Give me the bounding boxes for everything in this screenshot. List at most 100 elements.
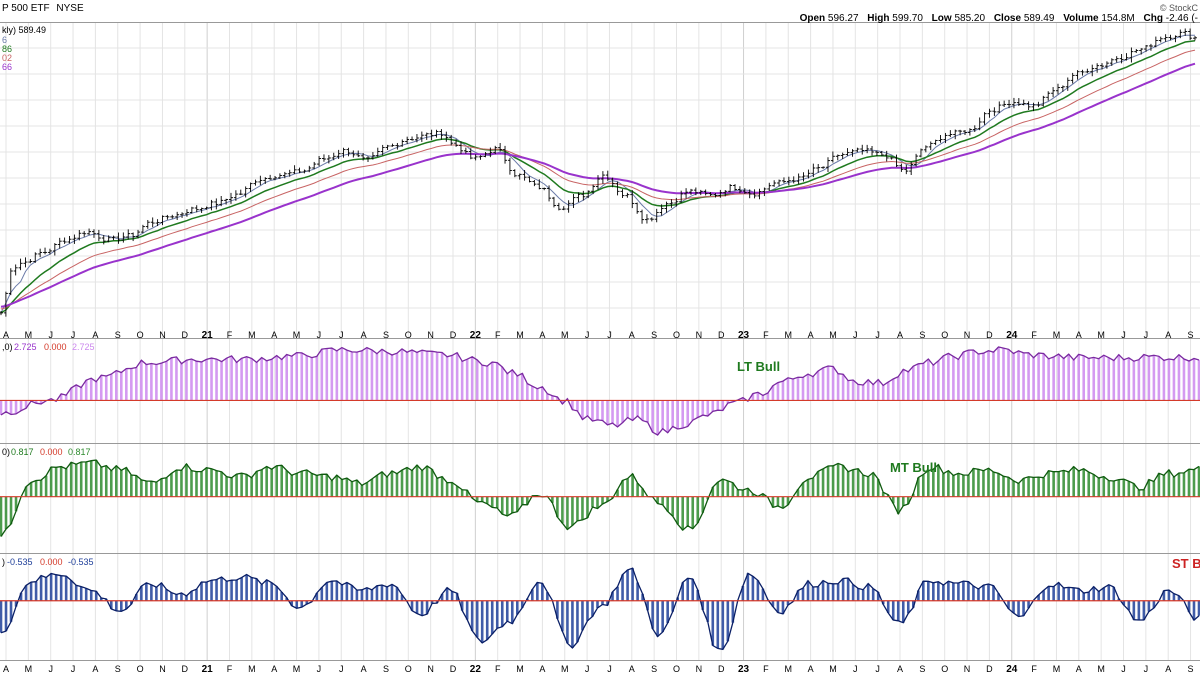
month-tick-label: A — [1076, 330, 1082, 340]
price-bar — [131, 232, 136, 242]
price-bar — [8, 268, 13, 296]
month-tick-label: 21 — [202, 664, 214, 675]
price-bar — [507, 157, 512, 175]
price-bar — [444, 131, 449, 142]
price-bar — [894, 154, 899, 167]
price-bar — [0, 310, 3, 316]
high-label: High — [867, 13, 890, 24]
month-tick-label: D — [450, 664, 457, 674]
price-bar — [43, 247, 48, 255]
price-bar — [551, 196, 556, 208]
month-tick-label: J — [1144, 330, 1149, 340]
price-bar — [145, 219, 150, 229]
price-legend: kly) 589.49 6 86 02 66 — [2, 25, 46, 72]
price-bar — [439, 129, 444, 140]
month-tick-label: S — [919, 330, 925, 340]
month-tick-label: M — [248, 664, 256, 674]
price-bar — [512, 169, 517, 178]
price-bar — [199, 207, 204, 213]
month-tick-label: D — [718, 664, 725, 674]
price-bar — [136, 229, 141, 239]
price-bar — [654, 208, 659, 223]
price-bar — [224, 198, 229, 205]
price-bar — [620, 189, 625, 199]
ma-red-legend: 02 — [2, 53, 12, 63]
month-tick-label: M — [561, 330, 569, 340]
price-bar — [679, 190, 684, 203]
price-bar — [282, 171, 287, 179]
month-tick-label: O — [941, 330, 948, 340]
price-bar — [273, 176, 278, 181]
price-bar — [96, 229, 101, 241]
chg-value: -2.46 (- — [1165, 13, 1198, 24]
low-value: 585.20 — [954, 13, 986, 24]
price-bar — [62, 237, 67, 244]
price-bar — [796, 173, 801, 185]
price-bar — [189, 206, 194, 214]
month-tick-label: J — [1144, 664, 1149, 674]
price-bar — [737, 186, 742, 194]
price-bar — [473, 154, 478, 161]
price-bar — [977, 117, 982, 131]
price-bar — [385, 144, 390, 150]
price-bar — [160, 215, 165, 226]
month-tick-label: J — [875, 330, 880, 340]
price-bar — [13, 264, 18, 276]
month-tick-label: J — [339, 330, 344, 340]
price-bar — [992, 107, 997, 116]
price-bar — [33, 252, 38, 263]
month-tick-label: A — [361, 664, 367, 674]
price-bar — [1158, 36, 1163, 43]
month-tick-label: N — [427, 330, 434, 340]
price-bar — [1021, 99, 1026, 106]
month-tick-label: J — [317, 330, 322, 340]
price-bar — [1080, 69, 1085, 76]
month-tick-label: J — [48, 330, 53, 340]
price-bar — [688, 188, 693, 195]
price-bar — [928, 141, 933, 151]
price-bar — [649, 217, 654, 222]
price-bar — [556, 202, 561, 211]
price-bar — [728, 184, 733, 193]
month-tick-label: A — [1165, 664, 1171, 674]
price-bar — [684, 188, 689, 199]
mt-legend-prefix: 0) — [2, 447, 10, 457]
price-bar — [1095, 63, 1100, 73]
price-bar — [723, 190, 728, 197]
price-bar — [1139, 48, 1144, 55]
st-oscillator-line — [0, 567, 1200, 651]
st-oscillator-panel — [0, 567, 1200, 651]
ohlc-readout: Open 596.27 High 599.70 Low 585.20 Close… — [800, 13, 1198, 24]
price-bar — [228, 192, 233, 204]
price-bar — [791, 176, 796, 184]
price-bar — [184, 209, 189, 217]
month-tick-label: J — [607, 664, 612, 674]
month-tick-label: J — [71, 664, 76, 674]
price-bar — [219, 195, 224, 207]
price-bar — [414, 134, 419, 143]
price-bar — [400, 139, 405, 147]
price-bar — [997, 101, 1002, 114]
month-axis-top: A M J J A S O N D 21 F M A M J J A S O N D 22 F M A M J J A S O N D 23 F M A… — [3, 330, 1194, 341]
month-tick-label: S — [651, 330, 657, 340]
month-tick-label: M — [516, 330, 524, 340]
price-bar — [943, 132, 948, 144]
price-bar — [600, 171, 605, 184]
price-bar — [816, 163, 821, 173]
price-bar — [752, 189, 757, 199]
month-tick-label: M — [1097, 330, 1105, 340]
price-bar — [351, 150, 356, 158]
copyright: © StockC — [1159, 3, 1198, 13]
symbol-text: P 500 ETF — [2, 3, 50, 14]
month-tick-label: 24 — [1006, 330, 1018, 341]
price-bar — [874, 150, 879, 157]
price-bar — [77, 229, 82, 241]
price-legend-label: kly) 589.49 — [2, 25, 46, 35]
price-bar — [1055, 83, 1060, 95]
close-value: 589.49 — [1023, 13, 1055, 24]
price-bar — [1051, 87, 1056, 98]
volume-label: Volume — [1063, 13, 1099, 24]
price-bar — [1193, 35, 1197, 41]
month-tick-label: M — [785, 664, 793, 674]
price-bar — [1188, 28, 1193, 40]
